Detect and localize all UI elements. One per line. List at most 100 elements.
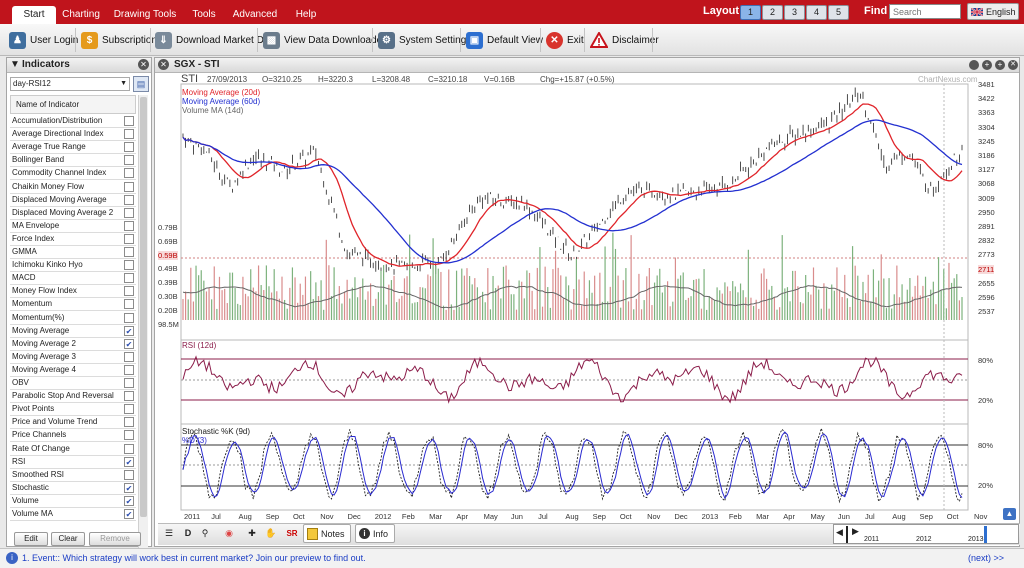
notes-button[interactable]: Notes: [303, 524, 351, 543]
indicator-checkbox[interactable]: [124, 430, 134, 441]
indicator-item[interactable]: OBV: [10, 377, 136, 390]
indicator-item[interactable]: Volume ✔: [10, 495, 136, 508]
indicator-checkbox[interactable]: ✔: [124, 495, 134, 506]
indicator-checkbox[interactable]: [124, 391, 134, 402]
indicator-item[interactable]: Chaikin Money Flow: [10, 181, 136, 194]
user-login-button[interactable]: ♟ User Login: [9, 30, 78, 50]
indicator-item[interactable]: Volume MA ✔: [10, 508, 136, 521]
crosshair-icon[interactable]: ✚: [248, 527, 256, 538]
indicator-checkbox[interactable]: [124, 404, 134, 415]
indicator-checkbox[interactable]: [124, 168, 134, 179]
indicator-checkbox[interactable]: ✔: [124, 509, 134, 519]
indicator-item[interactable]: Money Flow Index: [10, 285, 136, 299]
indicator-item[interactable]: Moving Average 4: [10, 364, 136, 377]
indicator-item[interactable]: Price and Volume Trend: [10, 416, 136, 430]
layout-button-1[interactable]: 1: [740, 5, 761, 20]
default-view-button[interactable]: ▣ Default View: [466, 30, 543, 50]
indicator-checkbox[interactable]: [124, 155, 134, 166]
navigator-range-marker[interactable]: [984, 526, 987, 543]
indicator-item[interactable]: Average True Range: [10, 141, 136, 155]
info-button[interactable]: i Info: [355, 524, 395, 543]
indicator-item[interactable]: MACD: [10, 272, 136, 286]
view-data-downloader-button[interactable]: ▩ View Data Downloader: [263, 30, 386, 50]
indicator-item[interactable]: Moving Average 2 ✔: [10, 338, 136, 351]
tab-charting[interactable]: Charting: [62, 9, 100, 20]
sr-icon[interactable]: SR: [286, 528, 298, 538]
indicator-checkbox[interactable]: [124, 312, 134, 323]
navigator-left-icon[interactable]: ◀: [836, 527, 843, 537]
indicator-checkbox[interactable]: [124, 116, 134, 126]
restore-icon[interactable]: +: [982, 60, 992, 70]
color-wheel-icon[interactable]: ◉: [225, 527, 233, 538]
indicator-checkbox[interactable]: ✔: [124, 482, 134, 493]
search-input[interactable]: [889, 4, 961, 19]
indicator-item[interactable]: MA Envelope: [10, 220, 136, 233]
clear-button[interactable]: Clear: [51, 532, 85, 546]
indicator-item[interactable]: Momentum(%): [10, 312, 136, 325]
indicator-checkbox[interactable]: [124, 142, 134, 153]
time-navigator[interactable]: ◀ ▶ 2011 2012 2013: [833, 524, 1019, 544]
menu-lines-icon[interactable]: ☰: [164, 527, 174, 538]
disclaimer-button[interactable]: Disclaimer: [590, 30, 659, 50]
indicator-checkbox[interactable]: [124, 129, 134, 140]
indicator-item[interactable]: Moving Average ✔: [10, 325, 136, 338]
language-button[interactable]: English: [967, 3, 1019, 20]
indicator-checkbox[interactable]: [124, 260, 134, 271]
layout-button-2[interactable]: 2: [762, 5, 783, 20]
indicator-checkbox[interactable]: ✔: [124, 456, 134, 467]
indicator-checkbox[interactable]: [124, 247, 134, 257]
indicator-item[interactable]: Smoothed RSI: [10, 469, 136, 482]
indicator-item[interactable]: Pivot Points: [10, 403, 136, 417]
indicator-item[interactable]: Parabolic Stop And Reversal: [10, 390, 136, 404]
indicator-checkbox[interactable]: [124, 378, 134, 388]
indicator-checkbox[interactable]: [124, 417, 134, 428]
close-chart-icon[interactable]: ✕: [1008, 60, 1018, 70]
navigator-right-icon[interactable]: ▶: [852, 526, 859, 536]
tab-start[interactable]: Start: [12, 6, 56, 24]
indicator-checkbox[interactable]: [124, 286, 134, 297]
indicator-settings-icon[interactable]: ▤: [133, 76, 149, 92]
exit-button[interactable]: ✕ Exit: [546, 30, 584, 50]
indicator-item[interactable]: Displaced Moving Average: [10, 194, 136, 207]
download-market-data-button[interactable]: ⇓ Download Market Data: [155, 30, 278, 50]
indicator-item[interactable]: Force Index: [10, 233, 136, 246]
indicator-checkbox[interactable]: [124, 220, 134, 231]
indicator-item[interactable]: Rate Of Change: [10, 443, 136, 456]
indicator-checkbox[interactable]: [124, 273, 134, 284]
indicator-checkbox[interactable]: ✔: [124, 338, 134, 349]
zoom-icon[interactable]: ⚲: [201, 527, 209, 538]
indicator-item[interactable]: RSI ✔: [10, 456, 136, 469]
maximize-icon[interactable]: +: [995, 60, 1005, 70]
layout-button-4[interactable]: 4: [806, 5, 827, 20]
indicator-list-scrollbar[interactable]: [138, 95, 148, 561]
tab-help[interactable]: Help: [295, 9, 317, 20]
collapse-triangle-icon[interactable]: ▼: [10, 59, 20, 70]
indicator-checkbox[interactable]: [124, 443, 134, 454]
indicator-item[interactable]: GMMA: [10, 246, 136, 259]
minimize-icon[interactable]: [969, 60, 979, 70]
indicator-item[interactable]: Ichimoku Kinko Hyo: [10, 259, 136, 273]
indicator-item[interactable]: Moving Average 3: [10, 351, 136, 364]
close-icon[interactable]: ✕: [158, 59, 169, 70]
indicator-checkbox[interactable]: [124, 194, 134, 205]
indicator-checkbox[interactable]: [124, 299, 134, 310]
indicator-item[interactable]: Average Directional Index: [10, 128, 136, 142]
remove-button[interactable]: Remove: [89, 532, 141, 546]
indicator-item[interactable]: Momentum: [10, 298, 136, 312]
daily-period-button[interactable]: D: [184, 528, 192, 538]
scrollbar-thumb[interactable]: [140, 97, 147, 517]
indicator-checkbox[interactable]: [124, 207, 134, 218]
indicator-checkbox[interactable]: [124, 351, 134, 362]
close-icon[interactable]: ✕: [138, 59, 149, 70]
indicator-checkbox[interactable]: ✔: [124, 325, 134, 336]
layout-button-3[interactable]: 3: [784, 5, 805, 20]
indicator-preset-select[interactable]: day-RSI12 ▼: [10, 77, 130, 91]
indicator-checkbox[interactable]: [124, 181, 134, 192]
indicator-checkbox[interactable]: [124, 364, 134, 375]
indicator-item[interactable]: Stochastic ✔: [10, 482, 136, 495]
hand-icon[interactable]: ✋: [265, 527, 277, 538]
scroll-up-icon[interactable]: ▲: [1003, 508, 1016, 520]
indicator-item[interactable]: Commodity Channel Index: [10, 167, 136, 181]
tab-tools[interactable]: Tools: [192, 9, 216, 20]
